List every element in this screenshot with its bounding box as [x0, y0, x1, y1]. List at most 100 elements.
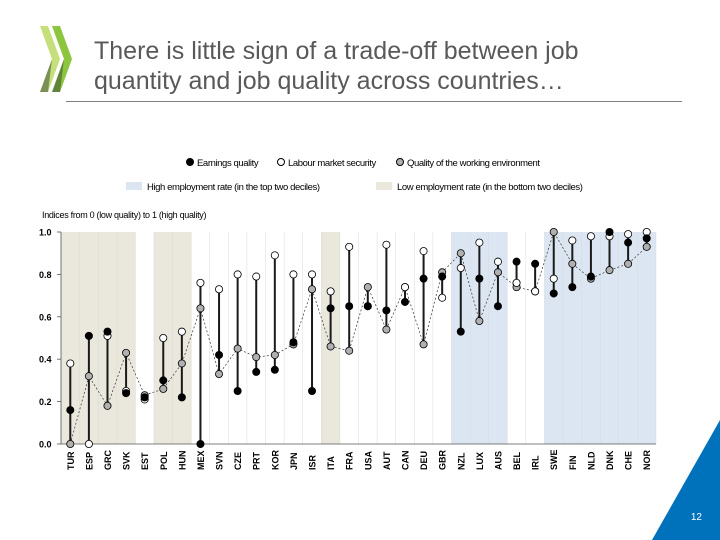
earnings-point-deu	[419, 274, 428, 283]
slide-title: There is little sign of a trade-off betw…	[94, 36, 694, 96]
y-tick-label: 1.0	[39, 228, 52, 238]
environment-point-fin	[568, 259, 577, 268]
earnings-point-nzl	[456, 327, 465, 336]
earnings-point-hun	[177, 393, 186, 402]
band-high-che	[618, 232, 638, 444]
axes: 0.0 0.2 0.4 0.6 0.8 1.0	[39, 228, 657, 450]
band-high-lux	[470, 232, 489, 444]
environment-trend-line	[69, 231, 647, 445]
environment-point-svn	[215, 370, 224, 379]
legend-security-label: Labour market security	[288, 158, 376, 169]
environment-point-isr	[308, 285, 317, 294]
earnings-point-can	[400, 297, 409, 306]
environment-point-usa	[363, 283, 372, 292]
legend-high-swatch	[126, 182, 142, 190]
legend: Earnings quality Labour market security …	[126, 158, 583, 193]
corner-triangle	[652, 420, 720, 540]
y-tick-label: 0.8	[39, 270, 52, 280]
earnings-point-isr	[308, 386, 317, 395]
earnings-point-nld	[586, 272, 595, 281]
environment-point-nzl	[456, 249, 465, 258]
x-tick-label-ita: ITA	[326, 456, 336, 470]
environment-point-dnk	[605, 266, 614, 275]
environment-point-lux	[475, 317, 484, 326]
security-point-irl	[531, 287, 540, 296]
band-low-tur	[61, 232, 80, 444]
earnings-point-cze	[233, 386, 242, 395]
earnings-point-esp	[84, 331, 93, 340]
security-point-isr	[308, 270, 317, 279]
legend-environment-marker	[396, 158, 404, 166]
band-high-nor	[637, 232, 656, 444]
security-point-cze	[233, 270, 242, 279]
logo-chevron-right	[52, 26, 72, 92]
x-tick-label-pol: POL	[159, 451, 169, 470]
x-tick-label-svk: SVK	[122, 451, 132, 470]
x-tick-label-fra: FRA	[345, 451, 355, 470]
earnings-point-aus	[493, 302, 502, 311]
x-tick-label-aut: AUT	[382, 451, 392, 470]
security-point-fra	[345, 242, 354, 251]
environment-point-tur	[66, 439, 75, 448]
earnings-point-grc	[103, 327, 112, 336]
environment-point-cze	[233, 344, 242, 353]
band-high-dnk	[600, 232, 619, 444]
x-tick-label-mex: MEX	[196, 450, 206, 470]
environment-point-pol	[159, 384, 168, 393]
logo-chevron-left	[40, 26, 60, 92]
logo-chevron-shadow	[40, 59, 52, 92]
x-tick-label-kor: KOR	[270, 450, 280, 471]
earnings-point-irl	[531, 259, 540, 268]
earnings-point-bel	[512, 257, 521, 266]
earnings-point-prt	[252, 367, 261, 376]
x-tick-label-fin: FIN	[568, 456, 578, 471]
x-tick-label-esp: ESP	[84, 452, 94, 470]
band-low-svk	[116, 232, 136, 444]
earnings-point-dnk	[605, 227, 614, 236]
environment-point-deu	[419, 340, 428, 349]
x-tick-label-nor: NOR	[642, 450, 652, 471]
environment-point-svk	[122, 348, 131, 357]
y-tick-label: 0.2	[39, 397, 52, 407]
legend-high-label: High employment rate (in the top two dec…	[147, 182, 320, 193]
earnings-point-fin	[568, 283, 577, 292]
environment-point-ita	[326, 342, 335, 351]
legend-earnings-marker	[186, 158, 194, 166]
environment-point-mex	[196, 304, 205, 313]
x-tick-label-cze: CZE	[233, 452, 243, 470]
logo-chevron-shadow-2	[52, 59, 64, 92]
security-point-jpn	[289, 270, 298, 279]
y-tick-label: 0.0	[39, 440, 52, 450]
legend-low-swatch	[376, 182, 392, 190]
corner-triangle-shape	[652, 420, 720, 540]
environment-point-che	[624, 259, 633, 268]
security-point-swe	[549, 274, 558, 283]
earnings-point-mex	[196, 439, 205, 448]
environment-point-nor	[642, 242, 651, 251]
earnings-point-ita	[326, 304, 335, 313]
x-tick-label-isr: ISR	[308, 454, 318, 470]
legend-earnings-label: Earnings quality	[197, 158, 259, 169]
y-tick-label: 0.6	[39, 312, 52, 322]
earnings-point-svn	[215, 350, 224, 359]
security-point-aut	[382, 240, 391, 249]
environment-point-aut	[382, 325, 391, 334]
earnings-point-pol	[159, 376, 168, 385]
band-high-nld	[581, 232, 601, 444]
x-tick-label-nzl: NZL	[456, 452, 466, 470]
x-tick-label-hun: HUN	[177, 451, 187, 471]
earnings-point-est	[140, 393, 149, 402]
security-point-esp	[84, 439, 93, 448]
security-point-nld	[586, 232, 595, 241]
band-high-fin	[563, 232, 582, 444]
x-tick-labels: TUR ESP GRC SVK EST POL HUN MEX SVN CZE PRT KOR JPN I…	[66, 449, 652, 470]
legend-environment-label: Quality of the working environment	[407, 158, 540, 169]
security-point-tur	[66, 359, 75, 368]
earnings-point-usa	[363, 302, 372, 311]
x-tick-label-grc: GRC	[103, 450, 113, 471]
security-point-svn	[215, 285, 224, 294]
earnings-point-svk	[122, 389, 131, 398]
legend-security-marker	[277, 158, 285, 166]
security-point-aus	[493, 257, 502, 266]
